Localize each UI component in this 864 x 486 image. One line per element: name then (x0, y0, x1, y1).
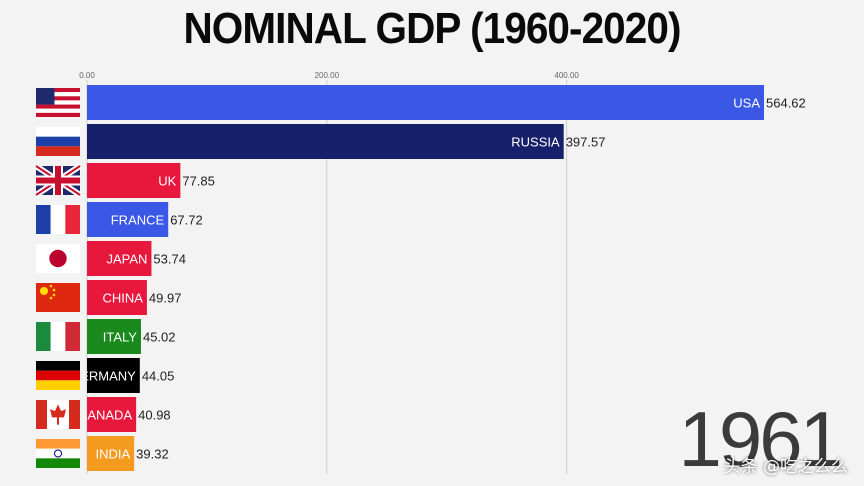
flag-part (36, 322, 51, 351)
watermark: 头条 @吃之么么 (723, 457, 848, 477)
canada-flag-icon (36, 400, 80, 429)
bar (87, 241, 152, 276)
flag-part (36, 146, 80, 156)
chart-title: NOMINAL GDP (1960-2020) (183, 4, 681, 53)
tick-label: 200.00 (315, 71, 340, 80)
flag-part (50, 322, 66, 351)
value-label: 67.72 (170, 213, 203, 228)
flag-part (36, 96, 80, 101)
flag-part (69, 400, 80, 429)
bar-label: USA (733, 96, 760, 111)
bar-label: INDIA (95, 447, 130, 462)
flag-part (36, 108, 80, 113)
japan-flag-icon (36, 244, 80, 273)
flag-part (36, 361, 80, 371)
value-label: 44.05 (142, 369, 175, 384)
bar-row: USA 564.62 (87, 85, 806, 120)
flag-part (49, 284, 53, 288)
flag-part (36, 127, 80, 137)
germany-flag-icon (36, 361, 80, 390)
bar (87, 124, 564, 159)
flag-part (36, 136, 80, 147)
flag-part (49, 249, 67, 268)
bar-label: FRANCE (111, 213, 165, 228)
flag-part (36, 370, 80, 381)
bar-label: UK (158, 174, 176, 189)
flag-part (36, 100, 80, 105)
value-label: 77.85 (182, 174, 215, 189)
flags (34, 88, 82, 468)
bars: USA 564.62 RUSSIA 397.57 UK 77.85 FRANCE 67.72 J… (70, 85, 806, 471)
flag-part (65, 205, 80, 234)
bar (87, 85, 764, 120)
year-counter: 1961 (678, 395, 843, 483)
bar-row: GERMANY 44.05 (70, 358, 175, 393)
flag-part (49, 296, 53, 300)
flag-part (36, 400, 47, 429)
flag-part (52, 293, 56, 297)
bar (87, 397, 137, 432)
bar-row: RUSSIA 397.57 (87, 124, 605, 159)
bar-label: GERMANY (70, 369, 136, 384)
uk-flag-icon (34, 163, 82, 198)
tick-label: 0.00 (79, 71, 95, 80)
value-label: 564.62 (766, 96, 806, 111)
axis-tick-labels: 0.00 200.00 400.00 (79, 71, 579, 80)
russia-flag-icon (36, 127, 80, 156)
flag-part (36, 177, 80, 184)
tick-label: 400.00 (554, 71, 579, 80)
bar-label: ITALY (103, 330, 138, 345)
bar (87, 202, 169, 237)
flag-part (36, 380, 80, 390)
value-label: 45.02 (143, 330, 176, 345)
bar-label: JAPAN (106, 252, 147, 267)
bar (87, 358, 140, 393)
bar-label: CANADA (78, 408, 133, 423)
bar-row: ITALY 45.02 (87, 319, 176, 354)
bar-row: CANADA 40.98 (78, 397, 171, 432)
bar (87, 163, 181, 198)
value-label: 53.74 (153, 252, 186, 267)
value-label: 39.32 (136, 447, 169, 462)
flag-part (36, 88, 80, 93)
usa-flag-icon (36, 88, 80, 117)
bar-row: CHINA 49.97 (87, 280, 181, 315)
value-label: 397.57 (566, 135, 606, 150)
bar (87, 436, 135, 471)
india-flag-icon (36, 439, 80, 468)
bar-label: CHINA (102, 291, 143, 306)
flag-part (36, 205, 51, 234)
flag-part (36, 92, 80, 97)
china-flag-icon (36, 283, 80, 312)
bar-row: JAPAN 53.74 (87, 241, 186, 276)
bar-row: FRANCE 67.72 (87, 202, 203, 237)
flag-part (40, 287, 48, 295)
flag-part (36, 448, 80, 459)
value-label: 49.97 (149, 291, 182, 306)
value-label: 40.98 (138, 408, 171, 423)
bar-row: INDIA 39.32 (87, 436, 169, 471)
flag-part (54, 449, 62, 458)
bar (87, 280, 147, 315)
flag-part (36, 439, 80, 449)
flag-part (36, 458, 80, 468)
flag-part (36, 112, 80, 117)
flag-part (50, 205, 66, 234)
france-flag-icon (36, 205, 80, 234)
bar (87, 319, 141, 354)
flag-part (36, 104, 80, 109)
bar-label: RUSSIA (511, 135, 560, 150)
bar-row: UK 77.85 (87, 163, 215, 198)
flag-part (65, 322, 80, 351)
maple-leaf (50, 404, 66, 425)
flag-part (36, 88, 55, 105)
flag-part (52, 288, 56, 292)
italy-flag-icon (36, 322, 80, 351)
